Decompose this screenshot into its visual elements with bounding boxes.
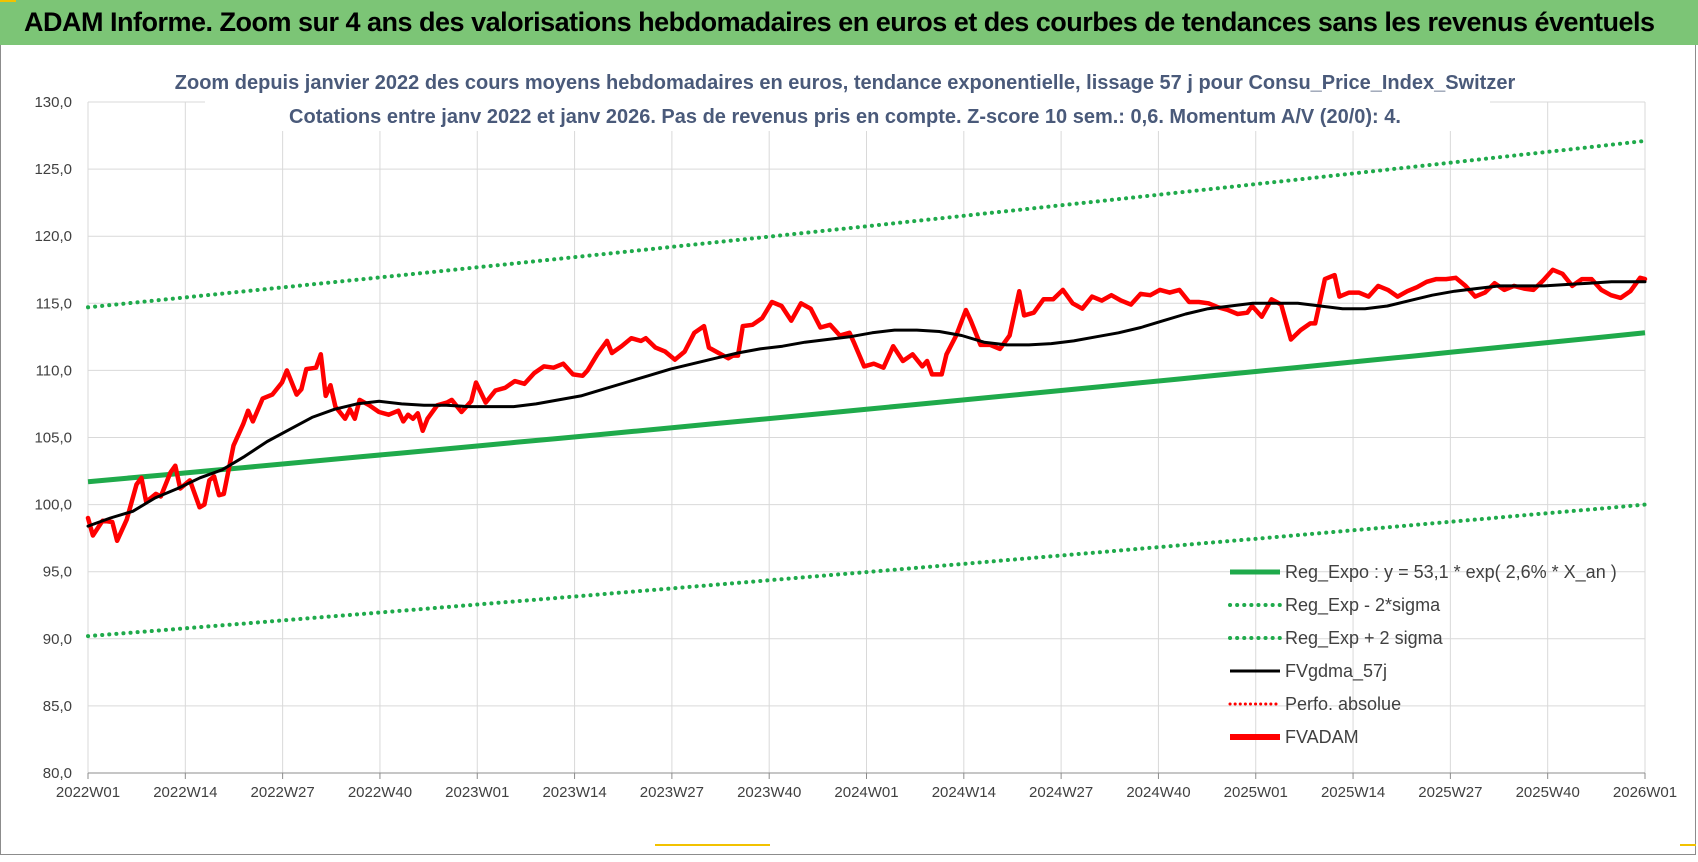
x-tick-label: 2022W40 — [348, 784, 412, 801]
chart-subtitle: Cotations entre janv 2022 et janv 2026. … — [289, 106, 1401, 128]
line-chart: 80,0 85,0 90,0 95,0 100,0 105,0 110,0 115,0 120,… — [34, 63, 1677, 801]
x-tick-label: 2026W01 — [1613, 784, 1677, 801]
x-tick-label: 2022W27 — [251, 784, 315, 801]
y-tick-label: 95,0 — [43, 564, 72, 581]
y-tick-label: 110,0 — [36, 362, 72, 379]
trend-line — [87, 330, 1646, 485]
chart-series — [85, 138, 1648, 639]
x-tick-label: 2025W01 — [1224, 784, 1288, 801]
x-tick-label: 2022W01 — [56, 784, 120, 801]
x-tick-label: 2022W14 — [153, 784, 217, 801]
corner-marker-bottom-right — [1680, 844, 1696, 846]
corner-marker-bottom — [655, 844, 770, 846]
upper-band-line — [86, 138, 1647, 310]
chart-legend: Reg_Expo : y = 53,1 * exp( 2,6% * X_an )… — [1228, 562, 1617, 747]
x-tick-label: 2024W14 — [932, 784, 996, 801]
title-backdrop — [205, 63, 1490, 131]
chart-axes: 80,0 85,0 90,0 95,0 100,0 105,0 110,0 115,0 120,… — [34, 94, 1677, 801]
y-tick-label: 85,0 — [43, 698, 72, 715]
y-tick-label: 120,0 — [34, 228, 72, 245]
x-tick-label: 2025W40 — [1516, 784, 1580, 801]
legend-label: Perfo. absolue — [1285, 694, 1401, 714]
y-tick-label: 105,0 — [34, 430, 72, 447]
corner-marker-left — [0, 0, 16, 2]
y-tick-label: 115,0 — [36, 295, 72, 312]
x-tick-label: 2024W40 — [1126, 784, 1190, 801]
chart-area: 80,0 85,0 90,0 95,0 100,0 105,0 110,0 115,0 120,… — [0, 45, 1698, 857]
x-tick-label: 2025W27 — [1418, 784, 1482, 801]
y-tick-label: 100,0 — [34, 497, 72, 514]
x-tick-label: 2023W14 — [542, 784, 606, 801]
banner: ADAM Informe. Zoom sur 4 ans des valoris… — [0, 0, 1698, 45]
y-tick-label: 80,0 — [43, 765, 72, 782]
legend-label: Reg_Exp - 2*sigma — [1285, 595, 1441, 616]
y-tick-label: 125,0 — [34, 161, 72, 178]
y-tick-label: 130,0 — [34, 94, 72, 111]
legend-label: Reg_Exp + 2 sigma — [1285, 628, 1444, 649]
x-tick-label: 2024W27 — [1029, 784, 1093, 801]
x-tick-label: 2024W01 — [834, 784, 898, 801]
chart-grid — [87, 101, 1646, 774]
legend-label: FVADAM — [1285, 727, 1359, 747]
fvgdma-line — [86, 280, 1647, 528]
legend-label: FVgdma_57j — [1285, 661, 1387, 682]
chart-title: Zoom depuis janvier 2022 des cours moyen… — [175, 72, 1516, 94]
legend-label: Reg_Expo : y = 53,1 * exp( 2,6% * X_an ) — [1285, 562, 1617, 583]
y-tick-label: 90,0 — [43, 631, 72, 648]
banner-title: ADAM Informe. Zoom sur 4 ans des valoris… — [24, 7, 1655, 37]
x-tick-label: 2023W01 — [445, 784, 509, 801]
lower-band-line — [86, 502, 1647, 639]
x-tick-label: 2023W27 — [640, 784, 704, 801]
x-tick-label: 2023W40 — [737, 784, 801, 801]
x-tick-label: 2025W14 — [1321, 784, 1385, 801]
fvadam-line — [85, 267, 1648, 544]
